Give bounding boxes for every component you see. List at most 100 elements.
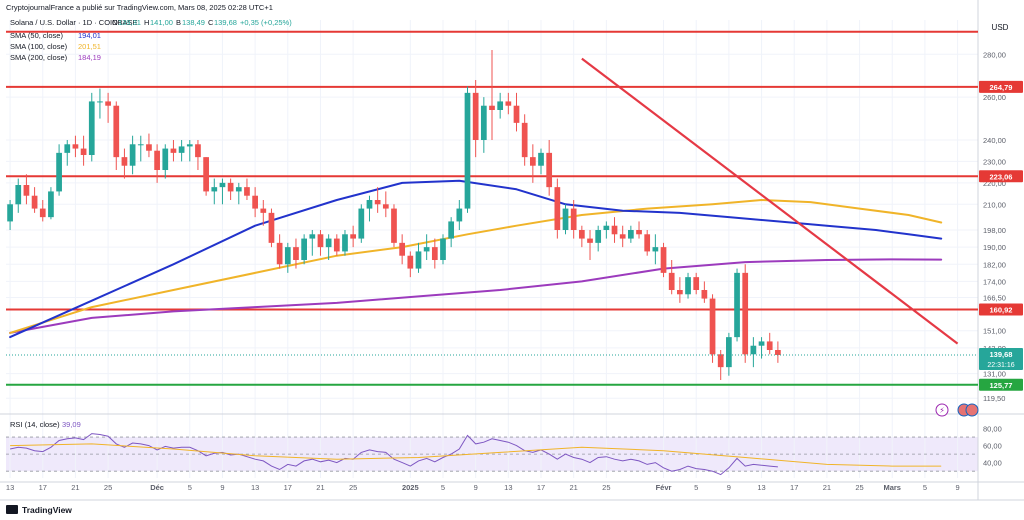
candle[interactable]	[529, 157, 536, 166]
candle[interactable]	[636, 230, 642, 235]
candle[interactable]	[7, 204, 13, 222]
candle[interactable]	[407, 255, 414, 269]
candle[interactable]	[31, 195, 38, 209]
candle[interactable]	[399, 242, 406, 256]
candle[interactable]	[203, 157, 209, 192]
candle[interactable]	[309, 234, 316, 239]
candle[interactable]	[284, 247, 291, 265]
candle[interactable]	[72, 144, 79, 149]
candle[interactable]	[766, 341, 773, 350]
sma100-line[interactable]	[9, 199, 943, 334]
candle[interactable]	[742, 272, 749, 355]
candle[interactable]	[480, 105, 487, 140]
candle[interactable]	[48, 191, 54, 218]
candle[interactable]	[105, 101, 111, 106]
candle[interactable]	[513, 105, 520, 123]
candle[interactable]	[554, 187, 561, 230]
candle[interactable]	[121, 157, 128, 166]
candle[interactable]	[562, 208, 569, 230]
candle[interactable]	[244, 187, 250, 196]
candle[interactable]	[497, 101, 504, 110]
candle[interactable]	[587, 238, 593, 243]
rsi-line[interactable]	[9, 433, 778, 476]
trendline[interactable]	[581, 57, 959, 345]
candle[interactable]	[677, 290, 683, 295]
candle[interactable]	[619, 234, 626, 239]
candle[interactable]	[431, 247, 438, 260]
candle[interactable]	[717, 354, 724, 368]
candle[interactable]	[578, 230, 585, 239]
candle[interactable]	[701, 290, 708, 299]
candle[interactable]	[603, 225, 610, 230]
candle[interactable]	[726, 337, 732, 368]
candle[interactable]	[113, 105, 120, 158]
candle[interactable]	[195, 144, 201, 158]
candle[interactable]	[709, 298, 716, 355]
candle[interactable]	[137, 144, 144, 146]
candle[interactable]	[227, 182, 234, 192]
candle[interactable]	[15, 185, 22, 205]
candle[interactable]	[301, 238, 307, 260]
candle[interactable]	[423, 247, 430, 252]
candle[interactable]	[415, 251, 422, 269]
candle[interactable]	[39, 208, 46, 218]
candle[interactable]	[644, 234, 651, 252]
candle[interactable]	[652, 247, 659, 252]
candle[interactable]	[97, 101, 103, 103]
candle[interactable]	[333, 238, 340, 252]
candle[interactable]	[80, 148, 87, 155]
candle[interactable]	[775, 350, 781, 355]
candle[interactable]	[505, 101, 512, 106]
candle[interactable]	[521, 122, 528, 158]
candle[interactable]	[317, 234, 324, 248]
candle[interactable]	[685, 277, 691, 295]
candle[interactable]	[611, 225, 618, 235]
candle[interactable]	[235, 187, 242, 192]
candle[interactable]	[366, 200, 373, 209]
candle[interactable]	[146, 144, 152, 151]
candle[interactable]	[595, 230, 602, 243]
candle[interactable]	[211, 187, 218, 192]
candle[interactable]	[162, 148, 169, 170]
candle[interactable]	[23, 185, 30, 196]
candle[interactable]	[448, 221, 455, 239]
candle[interactable]	[382, 204, 389, 209]
candle[interactable]	[88, 101, 95, 155]
candle[interactable]	[693, 277, 700, 290]
candle[interactable]	[758, 341, 765, 346]
candle[interactable]	[489, 105, 495, 110]
candle[interactable]	[538, 152, 544, 166]
flag-icon[interactable]	[965, 403, 979, 417]
candle[interactable]	[178, 146, 185, 153]
candle[interactable]	[186, 144, 193, 147]
candle[interactable]	[440, 238, 446, 260]
rsi-ma-line[interactable]	[10, 443, 942, 467]
candle[interactable]	[391, 208, 397, 243]
candle[interactable]	[358, 208, 365, 239]
candle[interactable]	[464, 92, 471, 209]
candle[interactable]	[570, 208, 577, 230]
candle[interactable]	[170, 148, 177, 153]
candle[interactable]	[734, 272, 740, 338]
candle[interactable]	[293, 247, 299, 260]
candle[interactable]	[350, 234, 357, 239]
candle[interactable]	[627, 230, 634, 239]
candle[interactable]	[456, 208, 463, 222]
candle[interactable]	[668, 272, 675, 290]
candle[interactable]	[56, 152, 62, 192]
candle[interactable]	[154, 150, 160, 170]
candle[interactable]	[342, 234, 348, 252]
candle[interactable]	[276, 242, 283, 265]
candle[interactable]	[252, 195, 258, 209]
candle[interactable]	[374, 200, 381, 205]
candle[interactable]	[325, 238, 332, 248]
candle[interactable]	[660, 247, 667, 273]
candle[interactable]	[219, 182, 226, 188]
candle[interactable]	[260, 208, 267, 213]
candle[interactable]	[129, 144, 136, 166]
candle[interactable]	[546, 152, 553, 188]
candle[interactable]	[64, 144, 71, 153]
candle[interactable]	[268, 212, 275, 243]
candle[interactable]	[750, 345, 757, 355]
